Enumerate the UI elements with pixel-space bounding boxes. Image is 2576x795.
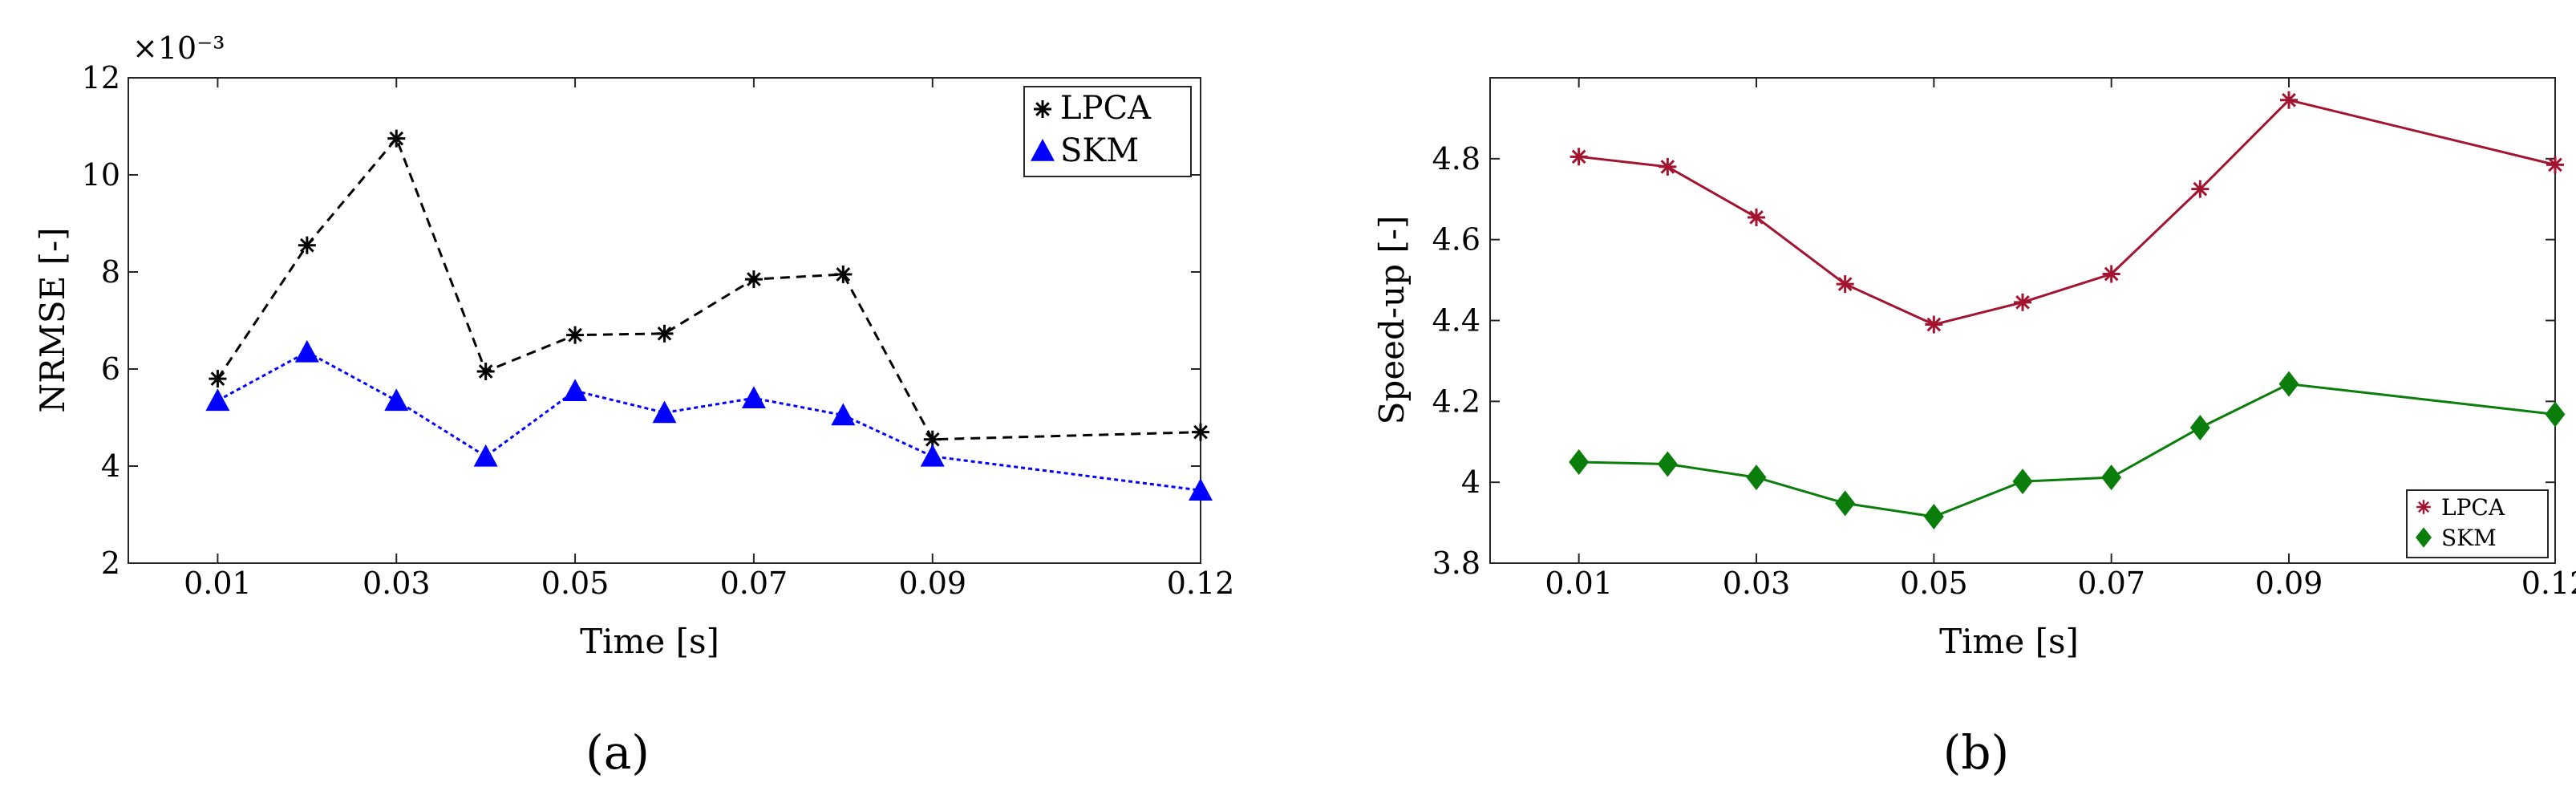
x-axis-label-b: Time [s]: [1939, 622, 2079, 661]
panel-b-speedup-chart: Speed-up [-] Time [s] (b) 0.01 0.03 0.05 0.…: [1372, 77, 2576, 780]
x-tick-label: 0.01: [1545, 566, 1613, 601]
legend-b: LPCA SKM: [2406, 489, 2549, 558]
data-point-skm: [741, 386, 766, 409]
y-axis-label-a: NRMSE [-]: [33, 227, 72, 412]
data-point-lpca: [476, 363, 495, 381]
x-tick-label: 0.01: [184, 566, 252, 601]
y-tick-label: 4.8: [1432, 141, 1480, 176]
data-point-lpca: [566, 326, 585, 344]
y-tick-label: 4: [1461, 464, 1480, 500]
series-line-skm: [1578, 383, 2556, 518]
data-point-lpca: [298, 236, 316, 254]
x-tick-label: 0.03: [1723, 566, 1791, 601]
data-point-skm: [652, 400, 677, 424]
x-tick-label: 0.09: [2255, 566, 2323, 601]
legend-marker-skm-b: [2416, 527, 2432, 548]
data-point-skm: [1569, 448, 1590, 475]
data-point-skm: [2101, 464, 2122, 491]
x-tick-label: 0.03: [363, 566, 431, 601]
data-point-skm: [1189, 478, 1213, 501]
data-point-lpca: [2102, 265, 2120, 283]
data-point-lpca: [2280, 91, 2298, 109]
data-point-skm: [473, 444, 498, 467]
x-tick-label: 0.05: [1900, 566, 1968, 601]
data-point-skm: [384, 388, 409, 412]
x-tick-label: 0.05: [541, 566, 610, 601]
data-point-lpca: [1748, 208, 1765, 226]
data-point-skm: [1923, 504, 1944, 530]
data-point-lpca: [209, 370, 227, 388]
x-axis-label-a: Time [s]: [580, 622, 719, 661]
data-point-skm: [920, 444, 945, 467]
data-point-lpca: [2014, 293, 2031, 311]
data-point-skm: [2545, 401, 2566, 428]
data-point-lpca: [1569, 148, 1588, 166]
caption-a: (a): [585, 725, 650, 780]
legend-marker-lpca-a: [1034, 100, 1051, 118]
y-axis-exponent-a: ×10⁻³: [132, 30, 225, 66]
data-point-lpca: [2546, 156, 2564, 174]
y-tick-label: 3.8: [1432, 546, 1480, 581]
data-point-lpca: [1659, 157, 1677, 176]
legend-marker-lpca-b: [2416, 500, 2431, 514]
data-point-skm: [1835, 490, 1856, 517]
x-tick-label: 0.07: [2077, 566, 2145, 601]
data-point-skm: [2189, 415, 2210, 441]
y-tick-label: 4.4: [1432, 303, 1480, 339]
data-point-skm: [2278, 371, 2299, 397]
y-tick-label: 4: [101, 448, 120, 484]
caption-b: (b): [1943, 725, 2009, 780]
y-tick-label: 6: [101, 351, 120, 387]
data-point-skm: [2012, 468, 2033, 495]
data-point-lpca: [744, 270, 763, 289]
x-tick-label: 0.12: [2521, 566, 2576, 601]
series-line-lpca: [217, 136, 1201, 441]
legend-label-lpca-a: LPCA: [1060, 90, 1152, 127]
legend-label-skm-a: SKM: [1060, 132, 1139, 169]
y-tick-label: 2: [101, 546, 120, 581]
legend-box-b: [2406, 489, 2549, 558]
legend-marker-skm-a: [1031, 139, 1055, 161]
data-point-lpca: [655, 324, 674, 343]
data-point-skm: [205, 388, 230, 412]
series-line-lpca: [1578, 99, 2556, 327]
x-tick-label: 0.07: [720, 566, 788, 601]
data-point-skm: [1746, 464, 1767, 491]
y-axis-label-b: Speed-up [-]: [1372, 216, 1412, 425]
data-point-skm: [1657, 451, 1678, 477]
legend-box-a: [1023, 86, 1192, 177]
data-point-skm: [831, 403, 856, 426]
y-tick-label: 4.6: [1432, 222, 1480, 258]
data-point-lpca: [1192, 423, 1209, 441]
series-line-skm: [217, 351, 1201, 492]
y-tick-label: 4.2: [1432, 383, 1480, 419]
legend-label-lpca-b: LPCA: [2441, 494, 2505, 521]
x-tick-label: 0.12: [1167, 566, 1235, 601]
x-tick-label: 0.09: [898, 566, 966, 601]
data-point-lpca: [834, 266, 853, 284]
legend-a: LPCA SKM: [1023, 86, 1192, 177]
data-point-lpca: [2191, 180, 2209, 198]
legend-label-skm-b: SKM: [2441, 525, 2497, 551]
data-point-skm: [294, 339, 319, 363]
y-tick-label: 8: [101, 254, 120, 290]
y-tick-label: 12: [82, 60, 120, 95]
data-point-lpca: [1836, 275, 1854, 294]
panel-a-nrmse-chart: ×10⁻³ NRMSE [-] Time [s] (a) 0.01 0.03 0.0…: [33, 30, 1234, 780]
data-point-skm: [563, 379, 588, 401]
y-tick-label: 10: [82, 157, 120, 193]
plot-area-a: [128, 77, 1201, 564]
data-point-lpca: [1925, 315, 1943, 334]
data-point-lpca: [387, 129, 406, 148]
